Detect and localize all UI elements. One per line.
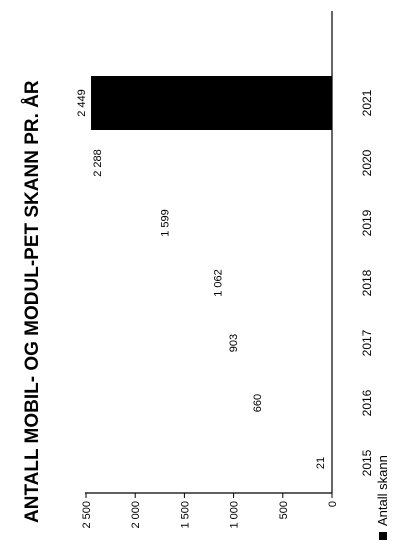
data-label: 1 599 <box>160 209 172 237</box>
category-label: 2020 <box>360 149 374 176</box>
data-label: 1 062 <box>212 269 224 297</box>
value-tick-label: 1 500 <box>179 501 191 529</box>
value-tick-label: 2 500 <box>81 501 93 529</box>
bar <box>227 256 333 310</box>
legend-swatch <box>379 532 387 540</box>
data-label: 660 <box>252 394 264 412</box>
category-label: 2021 <box>360 89 374 116</box>
data-label: 2 449 <box>76 89 88 117</box>
chart-title: ANTALL MOBIL- OG MODUL-PET SKANN PR. ÅR <box>22 80 43 523</box>
data-label: 2 288 <box>92 149 104 177</box>
bar <box>91 76 332 130</box>
category-label: 2016 <box>360 389 374 416</box>
value-tick-label: 500 <box>278 501 290 519</box>
category-label: 2019 <box>360 209 374 236</box>
category-label: 2015 <box>360 449 374 476</box>
bar <box>174 196 332 250</box>
legend-label: Antall skann <box>375 455 390 526</box>
data-label: 903 <box>228 334 240 352</box>
category-label: 2018 <box>360 269 374 296</box>
bar <box>267 376 332 430</box>
data-label: 21 <box>315 457 327 469</box>
bar <box>106 136 333 190</box>
value-tick-label: 0 <box>327 501 339 507</box>
bar <box>243 316 333 370</box>
category-label: 2017 <box>360 329 374 356</box>
value-tick-label: 1 000 <box>229 501 241 529</box>
value-tick-label: 2 000 <box>130 501 142 529</box>
